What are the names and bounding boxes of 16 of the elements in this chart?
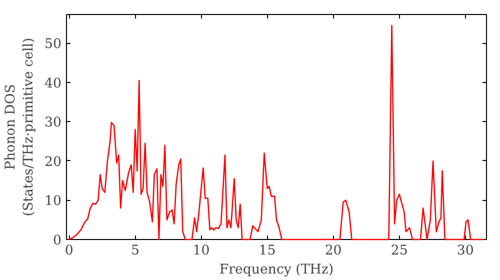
y-tick-label: 30 xyxy=(44,116,62,131)
x-tick-label: 0 xyxy=(64,244,74,258)
line-series xyxy=(68,24,485,240)
x-tick-label: 25 xyxy=(390,244,408,258)
y-tick-label: 40 xyxy=(44,76,62,92)
y-tick-label: 0 xyxy=(53,234,62,248)
y-axis-title: Phonon DOS (States/THz·primitive cell) xyxy=(4,38,37,216)
x-tick-label: 30 xyxy=(456,244,474,258)
x-axis-title: Frequency (THz) xyxy=(219,262,334,278)
y-tick-label: 10 xyxy=(44,194,62,210)
x-tick-label: 10 xyxy=(192,244,210,258)
y-tick-label: 50 xyxy=(44,37,62,52)
y-tick-label: 20 xyxy=(44,154,62,170)
x-tick-label: 20 xyxy=(324,244,342,258)
x-tick-label: 5 xyxy=(130,244,140,258)
x-tick-label: 15 xyxy=(258,244,276,258)
